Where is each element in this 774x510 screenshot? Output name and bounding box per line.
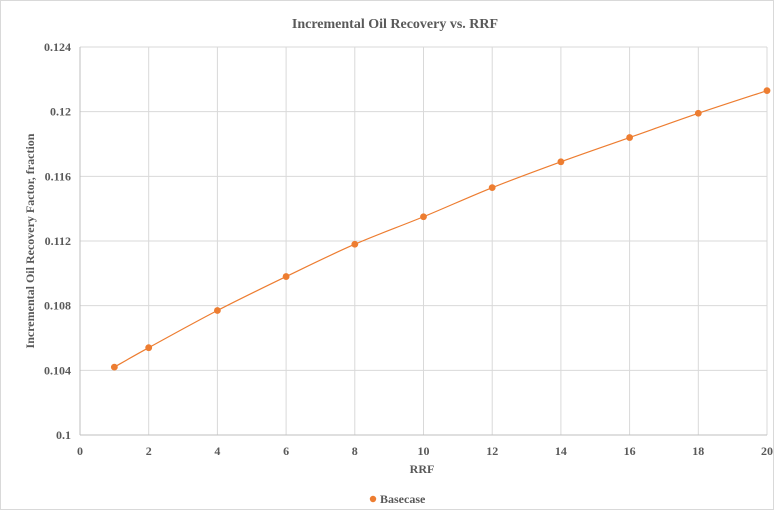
y-tick-label: 0.1: [56, 428, 71, 442]
data-point: [488, 184, 496, 192]
x-tick-label: 10: [418, 444, 430, 458]
grid-layer: [80, 46, 768, 435]
data-point: [214, 307, 221, 314]
y-tick-label: 0.104: [44, 363, 71, 377]
x-tick-label: 4: [214, 444, 220, 458]
x-tick-label: 16: [624, 444, 636, 458]
data-point: [694, 109, 702, 117]
x-tick-label: 20: [761, 444, 773, 458]
x-tick-label: 6: [283, 444, 289, 458]
y-tick-label: 0.124: [44, 40, 71, 54]
data-point: [145, 344, 153, 352]
data-point: [763, 87, 771, 95]
chart-title: Incremental Oil Recovery vs. RRF: [292, 17, 498, 32]
data-point: [557, 158, 565, 166]
data-point: [626, 134, 633, 141]
data-point: [420, 213, 427, 221]
y-axis-label: Incremental Oil Recovery Factor, fractio…: [23, 133, 37, 348]
x-tick-label: 18: [692, 444, 704, 458]
x-tick-label: 8: [352, 444, 358, 458]
y-tick-label: 0.12: [50, 105, 71, 119]
y-tick-label: 0.116: [45, 169, 71, 183]
x-tick-label: 14: [555, 444, 567, 458]
x-axis-label: RRF: [410, 462, 435, 476]
series-layer: [110, 87, 771, 371]
series-line-basecase: [114, 90, 768, 368]
y-tick-label: 0.112: [45, 234, 71, 248]
legend-marker-basecase: [369, 495, 377, 503]
x-tick-label: 0: [77, 444, 83, 458]
data-point: [282, 273, 290, 280]
x-tick-label: 2: [146, 444, 152, 458]
data-point: [351, 240, 359, 248]
x-tick-label: 12: [486, 444, 498, 458]
data-point: [110, 363, 118, 371]
legend-label-basecase: Basecase: [380, 492, 426, 506]
legend: Basecase: [369, 492, 426, 506]
y-tick-label: 0.108: [44, 299, 71, 313]
tick-labels: 0 2 4 6 8 10 12 14 16 18 20 0.1 0.104 0.108 0.112 0.116…: [44, 40, 773, 458]
axis-layer: [79, 47, 767, 436]
